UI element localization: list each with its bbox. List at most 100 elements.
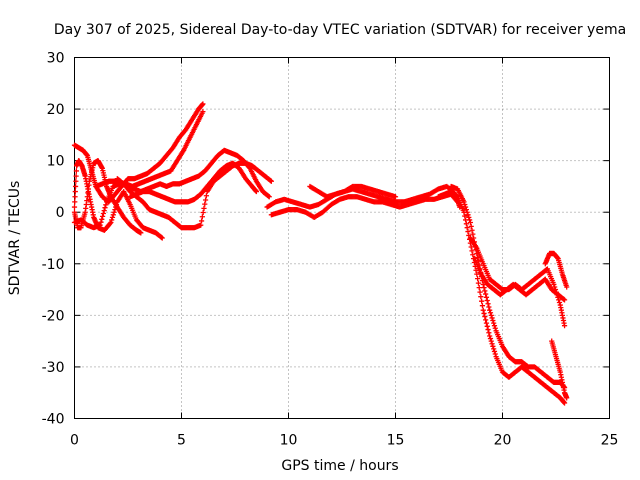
- data-point: [99, 213, 106, 220]
- x-tick-label: 20: [494, 433, 512, 449]
- data-point: [487, 335, 494, 342]
- data-point: [483, 294, 490, 300]
- data-point: [462, 213, 468, 219]
- y-tick-label: 0: [56, 205, 65, 221]
- series-arc-3: [71, 158, 165, 241]
- data-point: [476, 285, 482, 291]
- data-point: [487, 307, 493, 313]
- data-point: [103, 202, 109, 208]
- data-point: [198, 222, 204, 228]
- data-point: [465, 212, 471, 218]
- data-point: [561, 297, 568, 303]
- data-point: [468, 244, 474, 250]
- data-point: [486, 304, 492, 310]
- data-point: [484, 323, 490, 329]
- data-point: [487, 333, 493, 339]
- series-arc-14: [472, 256, 568, 303]
- data-point: [552, 284, 558, 290]
- data-point: [481, 310, 487, 317]
- data-point: [138, 230, 144, 236]
- data-point: [464, 225, 470, 231]
- data-point: [482, 288, 488, 294]
- data-point: [491, 346, 497, 352]
- data-point: [99, 216, 105, 222]
- data-point: [564, 395, 570, 401]
- data-point: [482, 314, 488, 320]
- y-tick-label: 20: [47, 102, 65, 118]
- series-arc-11: [435, 188, 568, 406]
- data-point: [203, 193, 209, 199]
- data-point: [111, 209, 117, 215]
- data-point: [488, 312, 494, 318]
- data-point: [489, 315, 495, 321]
- data-point: [266, 194, 272, 200]
- data-point: [490, 343, 496, 349]
- data-point: [479, 298, 485, 304]
- x-tick-label: 15: [387, 433, 405, 449]
- axis-ticks: [74, 57, 610, 419]
- series-arc-16: [549, 338, 570, 401]
- data-point: [107, 220, 113, 227]
- data-point: [200, 109, 206, 115]
- data-point: [477, 289, 483, 295]
- data-point: [490, 317, 496, 324]
- x-tick-label: 25: [601, 433, 619, 449]
- data-series: [71, 101, 570, 406]
- data-point: [556, 299, 563, 306]
- data-point: [483, 291, 489, 297]
- data-point: [488, 338, 494, 344]
- data-point: [198, 218, 205, 224]
- data-point: [483, 320, 490, 326]
- data-point: [470, 231, 476, 237]
- series-arc-5: [93, 147, 272, 200]
- y-tick-label: -40: [42, 412, 65, 428]
- plot-frame: [74, 57, 610, 419]
- data-point: [199, 214, 205, 220]
- data-point: [485, 326, 491, 333]
- series-arc-12: [448, 183, 568, 391]
- data-point: [202, 197, 209, 203]
- data-point: [100, 210, 106, 217]
- data-point: [466, 217, 473, 223]
- data-point: [102, 205, 108, 211]
- data-point: [475, 276, 481, 282]
- data-point: [461, 199, 467, 205]
- data-point: [484, 297, 490, 304]
- data-point: [101, 208, 107, 214]
- data-point: [201, 205, 207, 211]
- data-point: [202, 201, 208, 207]
- data-point: [392, 194, 399, 200]
- y-tick-label: -20: [42, 308, 65, 324]
- data-point: [72, 199, 78, 205]
- data-point: [489, 341, 495, 347]
- data-point: [72, 183, 79, 190]
- data-point: [487, 310, 494, 316]
- data-point: [72, 188, 78, 195]
- data-point: [463, 221, 469, 227]
- y-tick-label: 30: [47, 51, 65, 67]
- data-point: [463, 207, 469, 213]
- series-arc-10: [307, 183, 399, 200]
- data-point: [464, 209, 470, 215]
- data-point: [462, 201, 468, 208]
- data-point: [561, 400, 568, 406]
- series-arc-15: [542, 250, 570, 290]
- data-point: [481, 285, 487, 291]
- data-point: [109, 214, 116, 220]
- series-arc-8: [264, 183, 463, 210]
- data-point: [551, 281, 557, 288]
- data-point: [480, 307, 486, 313]
- data-point: [556, 297, 562, 303]
- data-point: [491, 323, 498, 329]
- data-point: [467, 219, 473, 226]
- data-point: [492, 351, 498, 357]
- y-tick-label: -10: [42, 257, 65, 273]
- x-axis-label: GPS time / hours: [281, 458, 398, 474]
- data-point: [73, 173, 79, 179]
- data-point: [468, 223, 474, 229]
- grid: [74, 57, 610, 419]
- data-point: [475, 280, 482, 286]
- data-point: [268, 178, 274, 184]
- data-point: [486, 330, 492, 336]
